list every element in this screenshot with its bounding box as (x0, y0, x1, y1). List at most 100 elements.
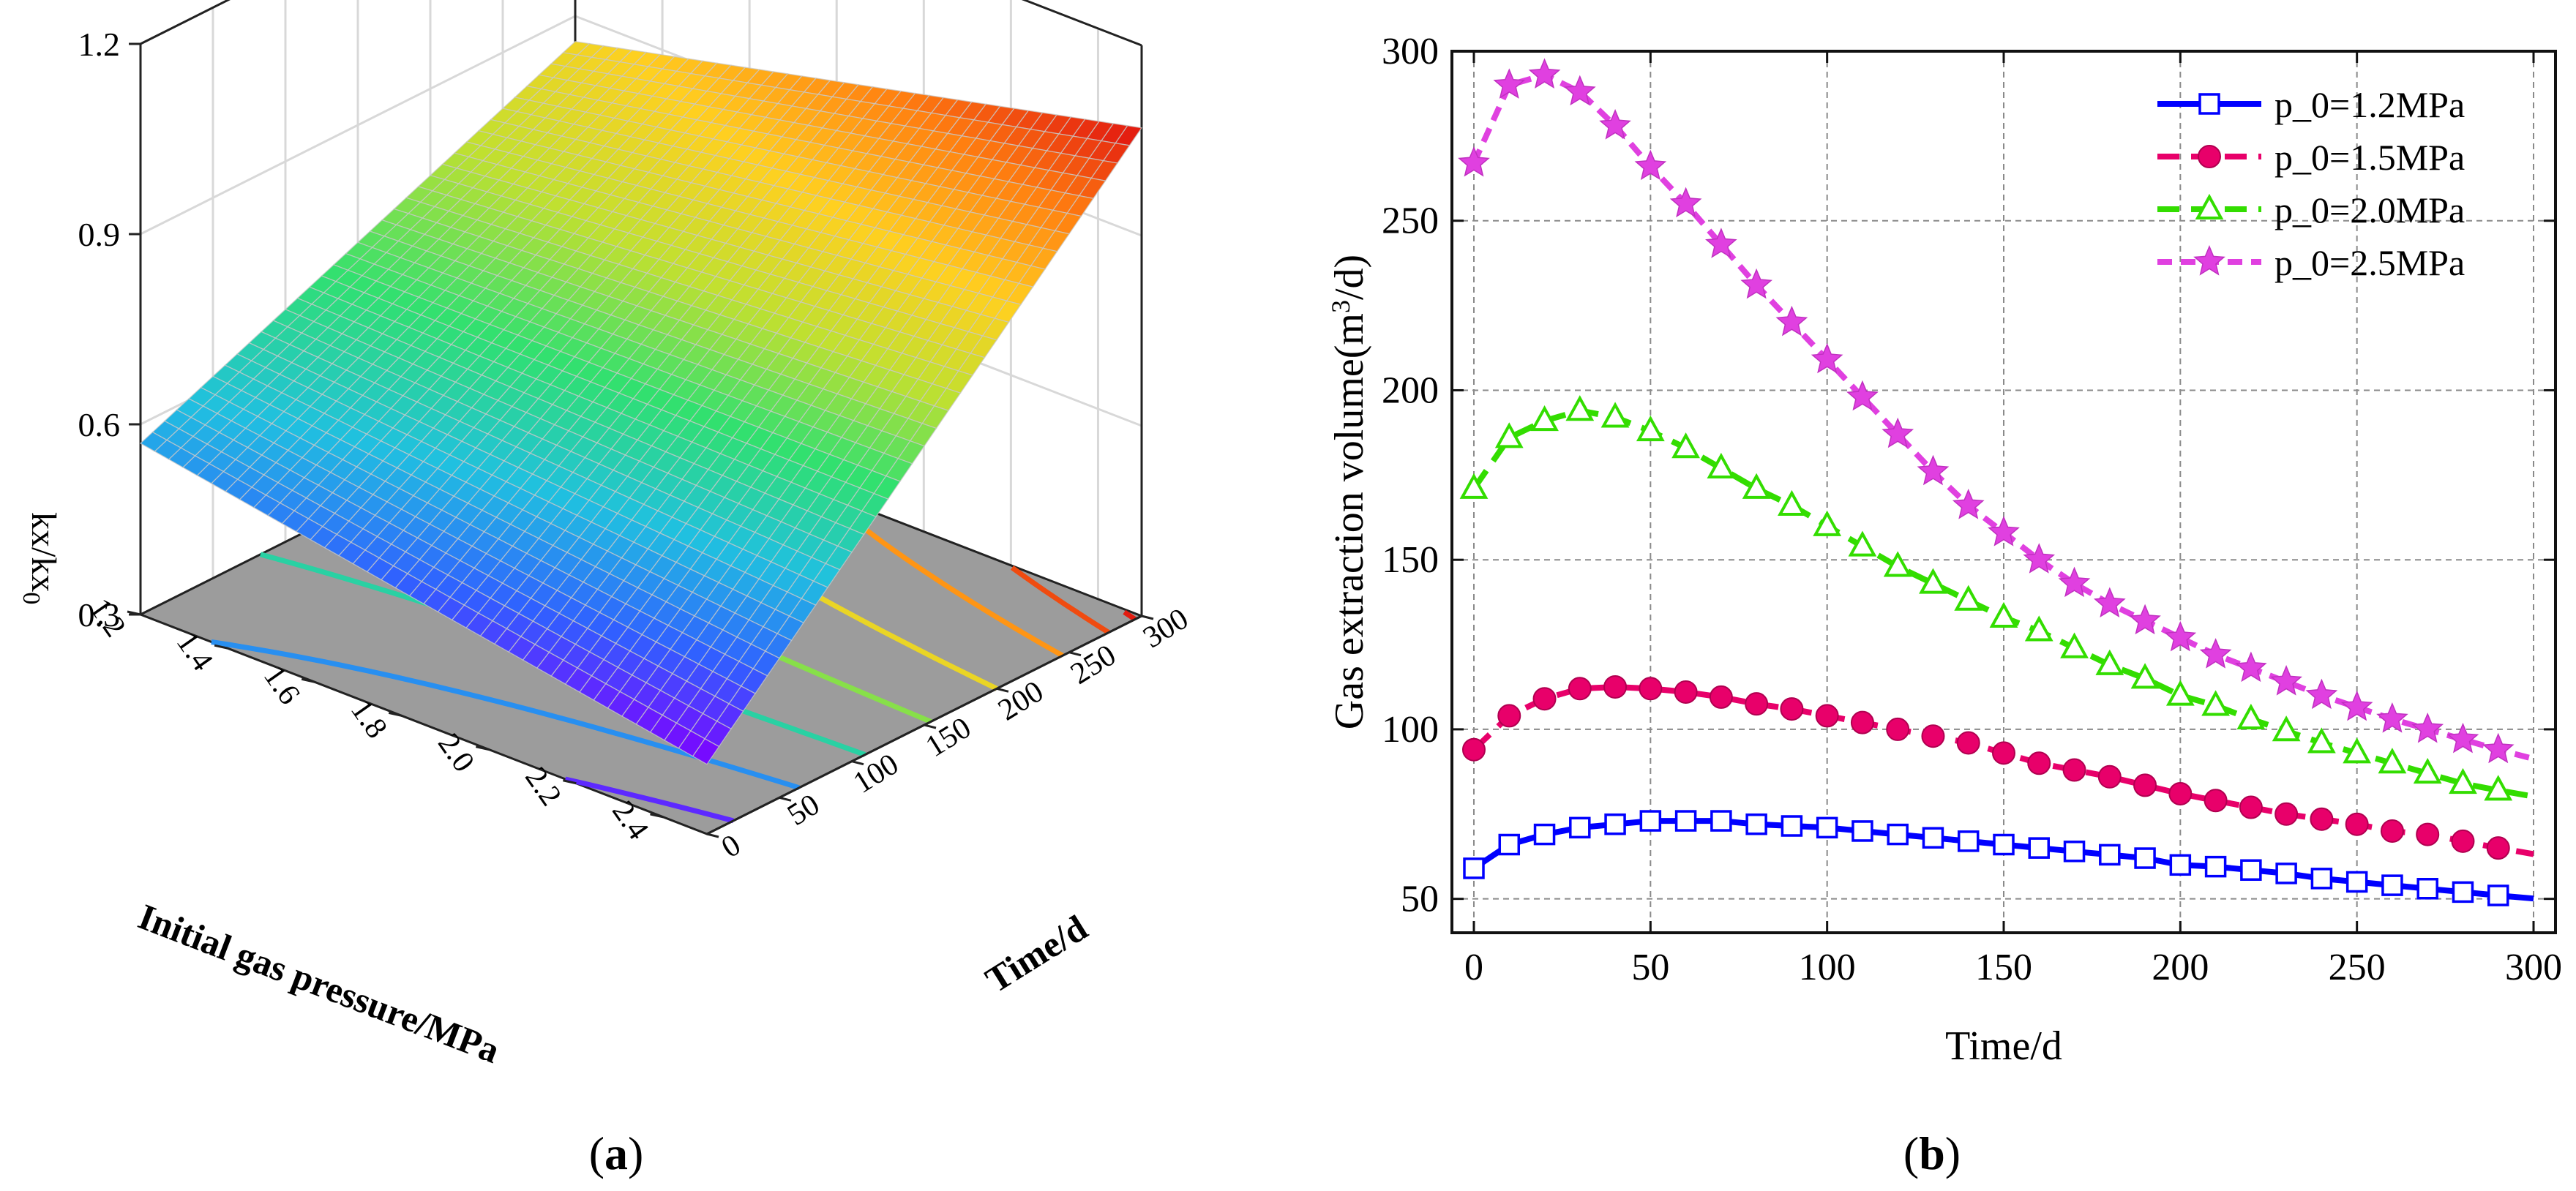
y-tick (706, 833, 719, 838)
data-point (1707, 452, 1736, 479)
y-tick-label: 50 (1401, 879, 1439, 920)
contour-line (564, 776, 734, 824)
data-point (1848, 530, 1877, 557)
data-point (1709, 685, 1733, 709)
data-point (1852, 820, 1873, 842)
data-point (2343, 737, 2372, 764)
data-point (1569, 816, 1591, 839)
legend-label: p_0=2.5MPa (2274, 242, 2465, 283)
data-point (1494, 422, 1524, 448)
data-point (1988, 516, 2020, 546)
data-point (2239, 795, 2263, 819)
data-point (1674, 810, 1697, 832)
data-point (2340, 690, 2373, 721)
y-axis-title: Time/d (978, 906, 1095, 1000)
data-point (2413, 758, 2442, 784)
contour-line (1123, 609, 1137, 622)
data-point (2310, 868, 2333, 890)
data-point (2449, 767, 2477, 794)
series-4 (1458, 58, 2535, 764)
data-point (1813, 510, 1842, 536)
series-3 (1459, 395, 2534, 801)
data-point (2133, 773, 2157, 797)
data-point (1634, 149, 1667, 181)
data-point (1846, 380, 1879, 411)
data-point (2095, 649, 2124, 675)
x-tick-label: 300 (2505, 947, 2562, 988)
data-point (1815, 704, 1839, 728)
data-point (1705, 228, 1737, 258)
data-point (1636, 415, 1665, 442)
data-point (2093, 587, 2126, 617)
data-point (2275, 863, 2297, 884)
data-point (1780, 697, 1804, 721)
y-tick-label: 0 (716, 828, 746, 865)
data-point (2345, 871, 2368, 893)
data-point (2164, 620, 2197, 652)
wall-edge (140, 0, 231, 45)
data-point (1850, 710, 1874, 734)
x-tick-label: 100 (1799, 947, 1856, 988)
data-point (2381, 874, 2403, 896)
data-point (1922, 827, 1944, 849)
x-tick-label: 0 (1464, 947, 1483, 988)
data-point (1919, 568, 1947, 594)
data-point (2062, 758, 2086, 782)
data-point (1639, 810, 1662, 832)
data-point (1781, 815, 1803, 837)
data-point (2272, 715, 2301, 742)
x-tick (388, 711, 402, 717)
data-point (2165, 680, 2195, 706)
data-point (1957, 830, 1980, 852)
data-point (2129, 604, 2161, 635)
data-point (1462, 737, 1486, 762)
data-point (1989, 601, 2018, 628)
panel-a-label: (a) (589, 1127, 644, 1179)
data-point (1816, 816, 1838, 839)
data-point (1775, 305, 1808, 337)
y-tick-label: 300 (1137, 602, 1194, 655)
data-point (1497, 704, 1521, 728)
data-point (2134, 847, 2156, 869)
data-point (1883, 551, 1912, 577)
x-tick-label: 250 (2329, 947, 2386, 988)
data-point (1493, 68, 1526, 99)
surface-plot-panel: 0.30.60.91.2kx/kx0 1.21.41.61.82.02.22.4I… (18, 0, 1194, 1071)
data-point (1674, 680, 1698, 704)
data-point (1886, 717, 1910, 741)
legend-marker (2198, 93, 2220, 115)
z-tick-label: 0.3 (78, 596, 121, 634)
x-tick-label: 200 (2152, 947, 2209, 988)
data-point (1882, 417, 1914, 448)
data-point (2130, 663, 2160, 689)
legend: p_0=1.2MPa p_0=1.5MPa p_0=2.0MPa p_0=2.5MPa (2157, 84, 2465, 283)
data-point (1603, 675, 1628, 699)
y-tick (1141, 615, 1154, 620)
data-point (1458, 146, 1490, 177)
surface-cell (139, 431, 168, 452)
data-point (1742, 473, 1771, 499)
data-point (2411, 712, 2444, 743)
data-point (1921, 724, 1945, 748)
data-point (1811, 342, 1843, 374)
x-tick-label: 50 (1631, 947, 1669, 988)
data-point (2099, 844, 2121, 866)
data-point (1568, 677, 1592, 701)
data-point (2416, 878, 2438, 900)
z-axis-title: kx/kx0 (18, 512, 63, 604)
x-axis-title: Time/d (1945, 1023, 2062, 1069)
data-point (2058, 566, 2091, 598)
x-tick-label: 150 (1975, 947, 2032, 988)
panel-b-label: (b) (1903, 1127, 1961, 1179)
line-chart-panel: 0 50 100 150 200 250 300 50 100 150 200 250 300 Time/… (1326, 31, 2562, 1069)
y-axis-title: Gas extraction volume(m3/d) (1326, 255, 1372, 729)
data-point (2199, 638, 2232, 669)
data-point (2169, 854, 2192, 876)
data-point (2201, 690, 2230, 716)
data-point (2310, 807, 2334, 831)
z-axis: 0.3 0.6 0.9 1.2 kx/kx0 (18, 26, 141, 634)
data-point (1917, 454, 1950, 486)
data-point (2028, 837, 2051, 859)
data-point (1463, 857, 1485, 879)
y-tick (851, 760, 864, 766)
